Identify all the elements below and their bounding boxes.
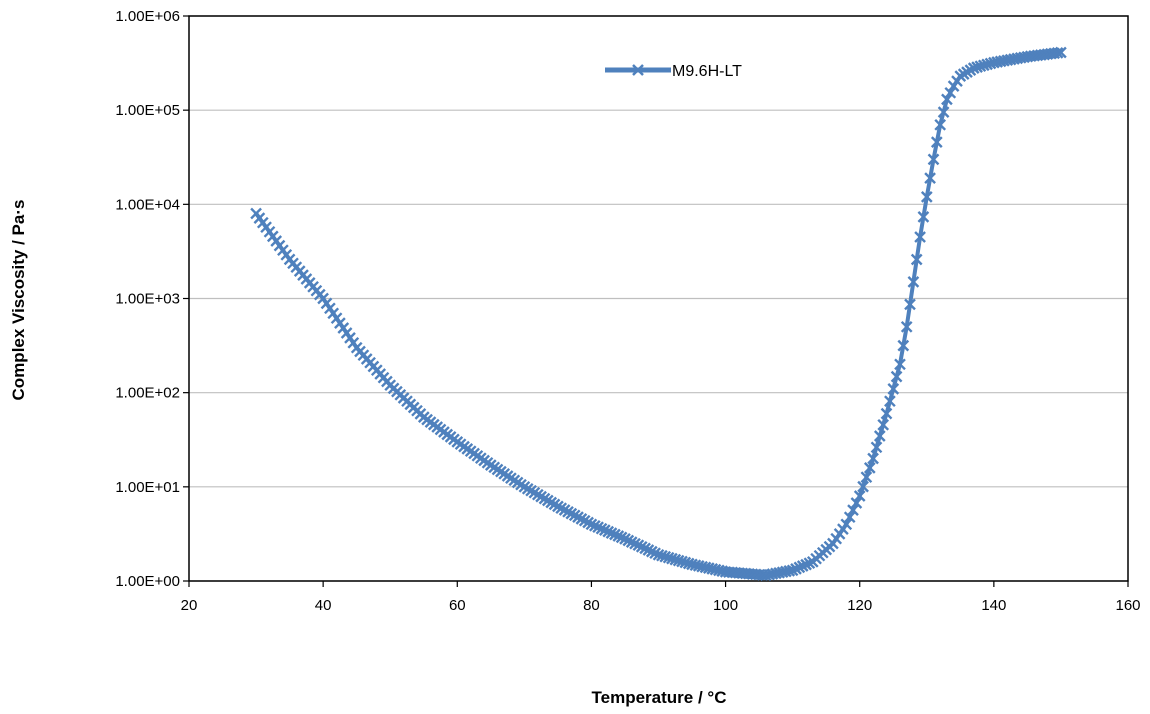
data-point-marker [790, 563, 802, 575]
x-tick-label: 80 [583, 597, 600, 614]
data-point-marker [884, 395, 896, 408]
data-point-marker [930, 136, 943, 148]
x-axis-title: Temperature / °C [592, 688, 727, 707]
data-point-marker [944, 86, 957, 99]
data-point-marker [890, 370, 903, 383]
data-point-marker [847, 504, 859, 516]
data-point-marker [619, 533, 631, 545]
data-point-marker [639, 542, 651, 555]
data-point-marker [870, 441, 883, 454]
data-point-marker [974, 60, 987, 73]
data-point-marker [645, 545, 658, 558]
data-point-marker [910, 253, 923, 266]
x-tick-label: 40 [315, 597, 332, 614]
y-tick-label: 1.00E+00 [115, 573, 180, 590]
data-point-marker [679, 556, 692, 569]
data-point-marker [595, 522, 608, 535]
y-axis-title: Complex Viscosity / Pa·s [9, 200, 28, 401]
y-tick-label: 1.00E+04 [115, 196, 180, 213]
x-tick-label: 160 [1115, 597, 1140, 614]
data-point-marker [850, 497, 863, 509]
data-point-marker [873, 430, 886, 442]
data-point-marker [669, 553, 682, 566]
y-tick-label: 1.00E+01 [115, 479, 180, 496]
data-point-marker [927, 153, 940, 166]
data-point-marker [786, 564, 799, 577]
data-point-marker [605, 527, 618, 539]
y-tick-label: 1.00E+05 [115, 102, 180, 119]
data-point-marker [592, 521, 604, 534]
data-point-marker [793, 561, 806, 574]
data-point-marker [652, 548, 665, 561]
data-point-marker [867, 452, 879, 465]
data-point-marker [857, 480, 869, 493]
series-markers [250, 46, 1067, 582]
legend-label: M9.6H-LT [672, 63, 742, 80]
series-line [254, 50, 1062, 578]
series-layer [250, 46, 1067, 582]
data-point-marker [937, 106, 950, 118]
x-tick-label: 20 [181, 597, 198, 614]
data-point-marker [629, 537, 641, 550]
data-point-marker [941, 93, 953, 106]
y-tick-label: 1.00E+02 [115, 385, 180, 402]
data-point-marker [894, 358, 906, 371]
data-point-marker [656, 549, 668, 562]
data-point-marker [666, 552, 678, 565]
data-point-marker [914, 231, 926, 243]
data-point-marker [783, 565, 796, 577]
data-point-marker [840, 518, 853, 531]
data-point-marker [615, 531, 628, 544]
data-point-marker [1051, 47, 1064, 59]
data-point-marker [662, 551, 675, 564]
data-point-marker [676, 555, 688, 568]
y-tick-label: 1.00E+06 [115, 8, 180, 25]
y-tick-label: 1.00E+03 [115, 291, 180, 308]
x-tick-label: 140 [981, 597, 1006, 614]
data-point-marker [863, 462, 876, 474]
data-point-marker [907, 276, 920, 288]
data-point-marker [609, 528, 621, 541]
data-point-marker [672, 554, 685, 567]
data-point-marker [917, 211, 930, 223]
x-tick-label: 60 [449, 597, 466, 614]
data-point-marker [920, 191, 933, 203]
data-point-marker [880, 407, 893, 420]
x-tick-label: 120 [847, 597, 872, 614]
data-point-marker [843, 511, 856, 524]
legend: M9.6H-LT [605, 63, 742, 80]
y-axis: 1.00E+00 1.00E+01 1.00E+02 1.00E+03 1.00E+04… [115, 8, 189, 590]
data-point-marker [803, 557, 816, 570]
data-point-marker [900, 320, 913, 333]
data-point-marker [588, 519, 601, 532]
data-point-marker [853, 490, 866, 502]
data-point-marker [971, 61, 983, 73]
data-point-marker [598, 524, 611, 536]
data-point-marker [602, 525, 615, 538]
data-point-marker [877, 418, 890, 431]
data-point-marker [800, 558, 812, 571]
data-point-marker [887, 383, 900, 395]
data-point-marker [924, 172, 936, 184]
data-point-marker [904, 298, 916, 311]
data-point-marker [967, 62, 980, 74]
x-axis: 20 40 60 80 100 120 140 160 [181, 581, 1141, 614]
data-point-marker [977, 59, 990, 72]
data-point-marker [796, 560, 809, 572]
data-point-marker [934, 118, 947, 131]
data-point-marker [659, 550, 672, 563]
data-point-marker [625, 536, 638, 548]
x-tick-label: 100 [713, 597, 738, 614]
data-point-marker [585, 518, 598, 531]
data-point-marker [612, 530, 625, 542]
data-point-marker [1055, 46, 1067, 59]
data-point-marker [632, 539, 645, 552]
data-point-marker [897, 339, 910, 352]
data-point-marker [860, 471, 873, 484]
legend-marker [632, 64, 644, 76]
